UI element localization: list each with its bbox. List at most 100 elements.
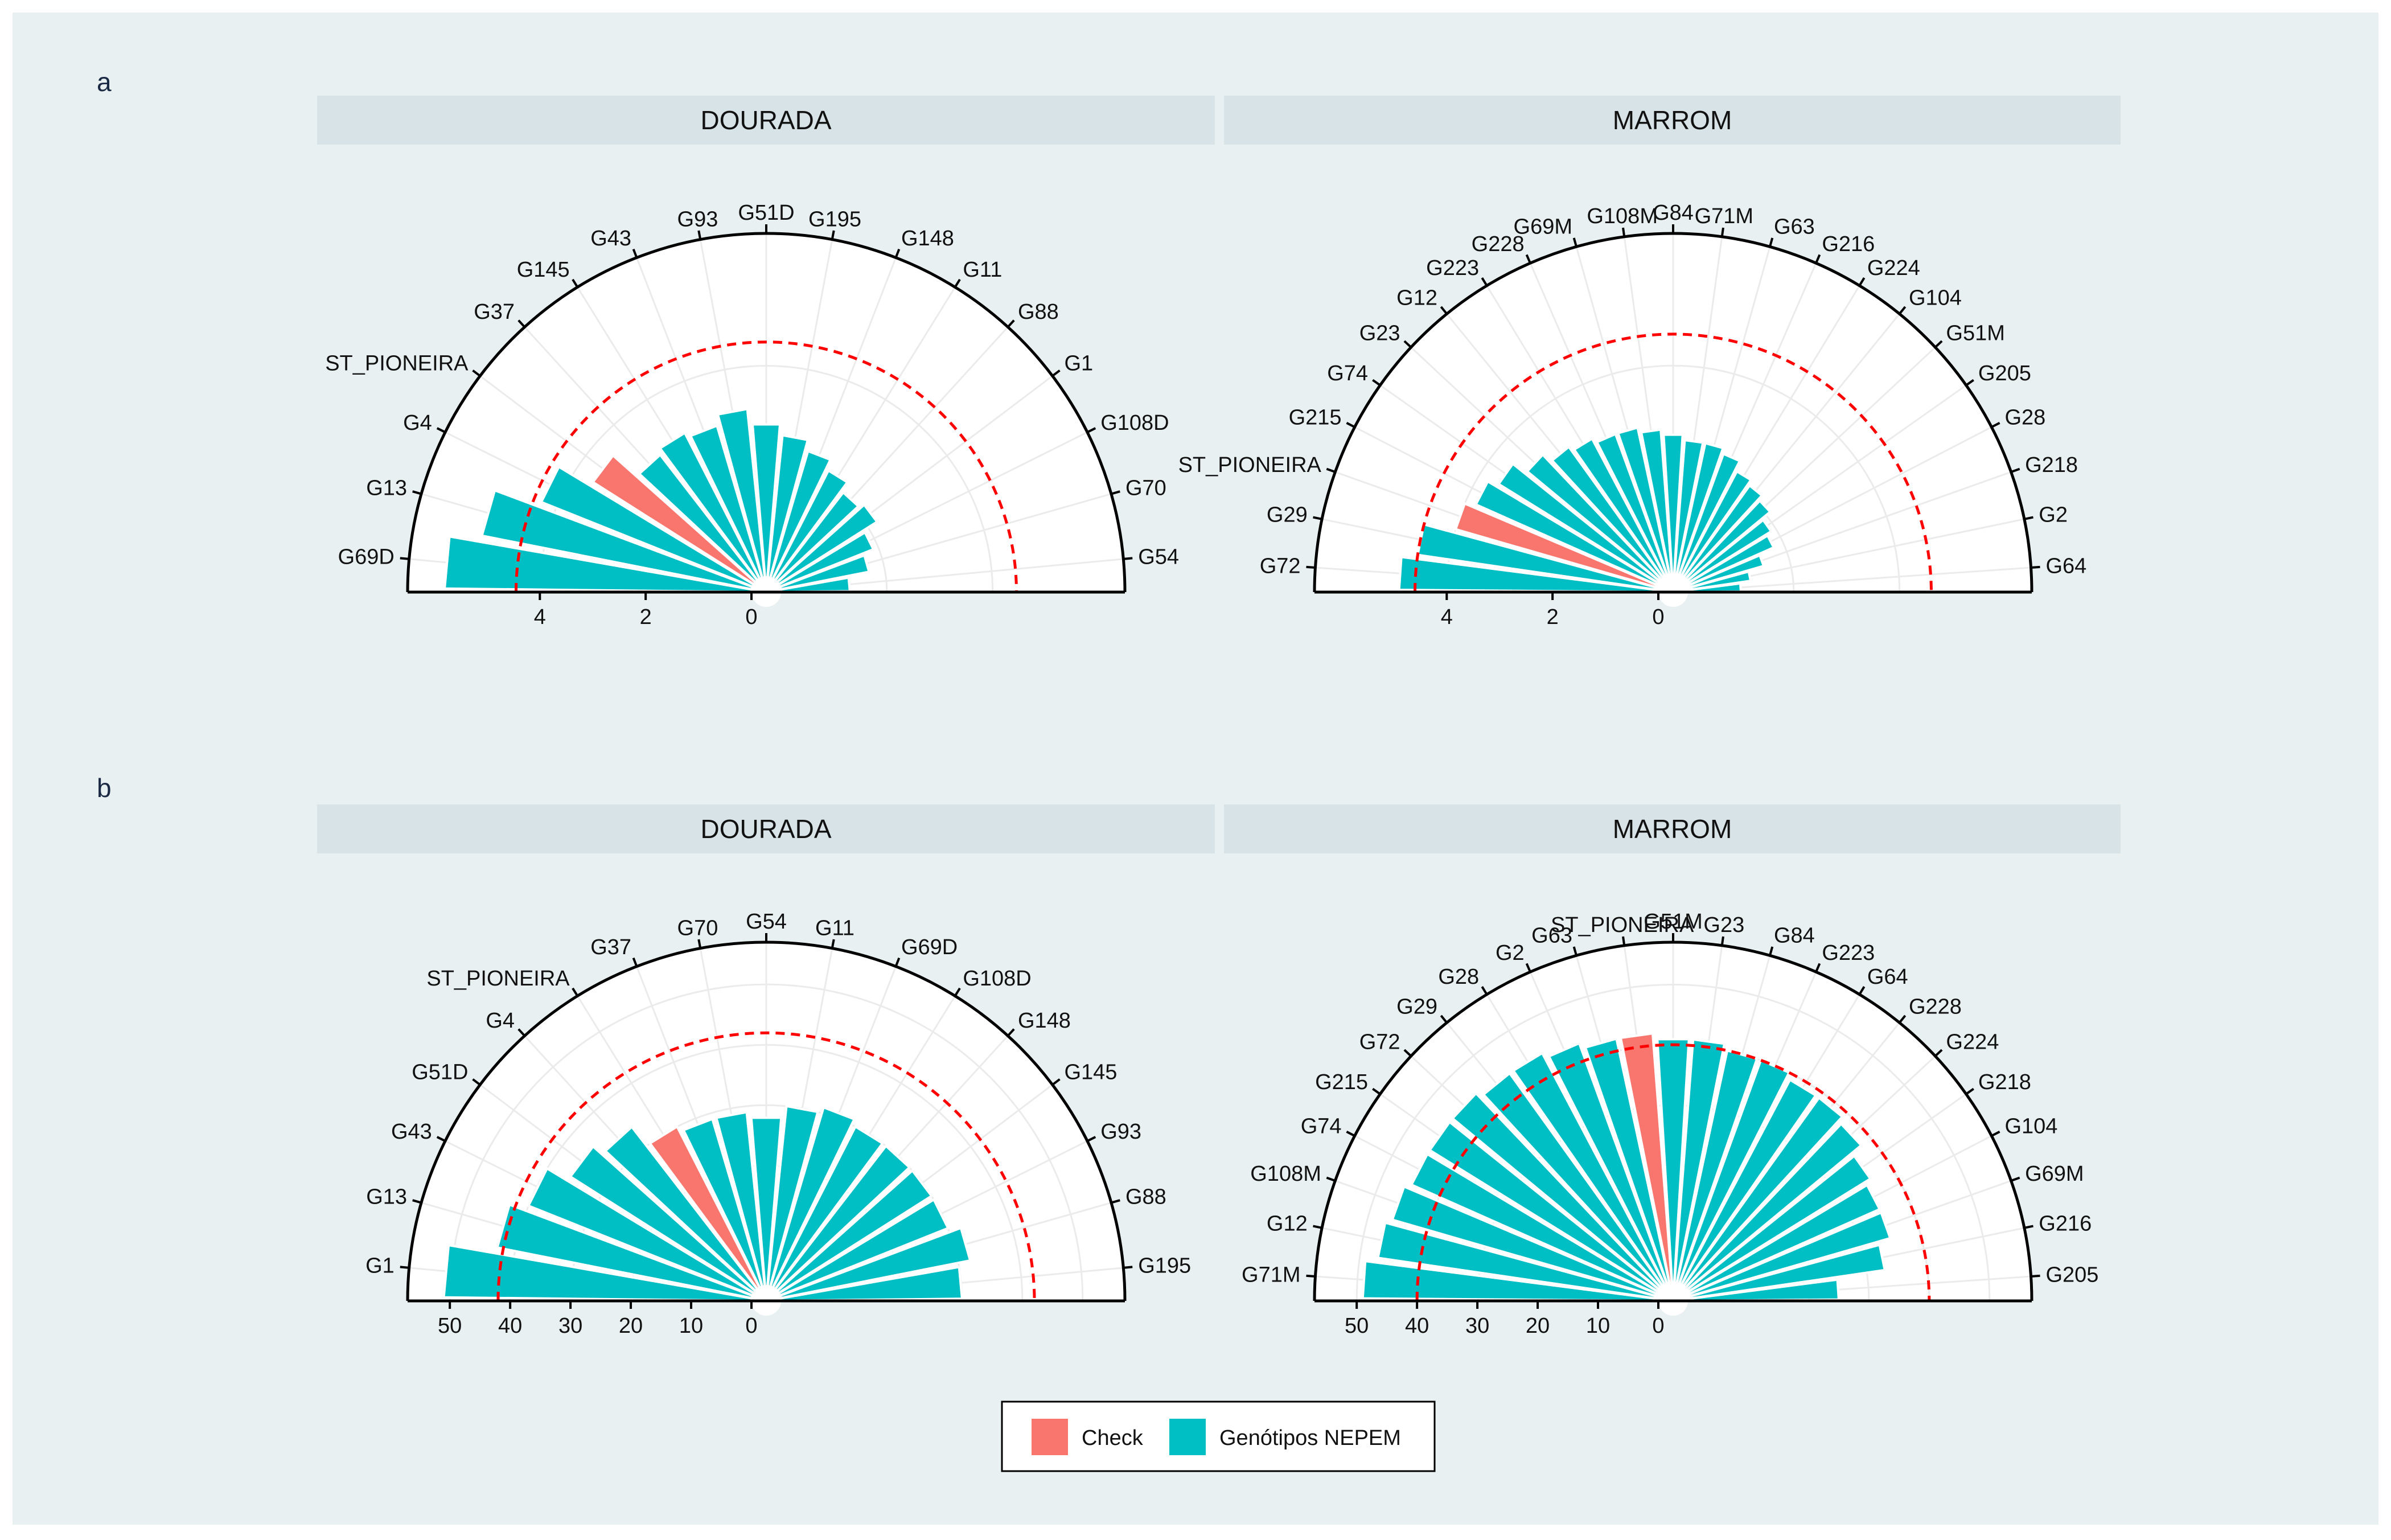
category-tick — [1858, 986, 1866, 995]
value-tick-label: 30 — [558, 1314, 582, 1338]
category-tick — [1346, 1131, 1355, 1137]
category-label: G69M — [2025, 1162, 2084, 1186]
category-tick — [436, 1136, 446, 1142]
category-tick — [1622, 936, 1626, 946]
category-label: G4 — [403, 411, 432, 435]
category-label: G51D — [738, 201, 794, 225]
category-label: G84 — [1653, 201, 1694, 225]
category-label: G11 — [963, 258, 1002, 282]
category-label: G4 — [486, 1009, 515, 1033]
category-tick — [1899, 306, 1907, 315]
legend: Check Genótipos NEPEM — [1001, 1401, 1436, 1472]
category-tick — [1372, 1087, 1381, 1095]
facet-label: DOURADA — [700, 105, 831, 135]
category-label: G223 — [1426, 256, 1479, 280]
category-label: G1 — [1064, 352, 1093, 376]
category-tick — [632, 957, 638, 967]
category-label: G88 — [1018, 300, 1059, 324]
category-label: G72 — [1260, 555, 1301, 578]
category-label: G84 — [1774, 924, 1815, 948]
category-label: G215 — [1315, 1070, 1368, 1094]
category-label: G148 — [901, 227, 954, 250]
category-label: G108D — [1100, 411, 1169, 435]
category-tick — [1934, 340, 1943, 348]
category-tick — [697, 939, 702, 949]
category-tick — [1934, 1049, 1943, 1057]
outer-arc — [406, 232, 1127, 593]
legend-key — [1169, 1419, 1206, 1455]
category-label: G224 — [1946, 1030, 1999, 1054]
category-tick — [1720, 936, 1724, 946]
category-label: G108M — [1250, 1162, 1321, 1186]
category-label: G29 — [1396, 995, 1437, 1019]
category-label: G29 — [1267, 503, 1308, 527]
category-label: G70 — [1125, 477, 1166, 500]
category-label: G63 — [1774, 215, 1815, 239]
category-tick — [1965, 1087, 1974, 1095]
category-tick — [1326, 1176, 1336, 1182]
category-label: G74 — [1301, 1115, 1342, 1139]
category-label: G28 — [2004, 406, 2045, 430]
category-tick — [412, 1199, 422, 1204]
category-tick — [1965, 379, 1974, 387]
value-tick-label: 40 — [1405, 1314, 1429, 1338]
outer-arc — [1313, 232, 2033, 593]
outer-arc — [406, 941, 1127, 1301]
category-tick — [1087, 427, 1096, 433]
category-label: G145 — [517, 258, 570, 282]
category-tick — [1346, 422, 1355, 428]
value-tick-label: 2 — [640, 605, 652, 629]
category-tick — [1403, 1049, 1412, 1057]
value-tick-label: 30 — [1465, 1314, 1489, 1338]
category-tick — [1769, 237, 1774, 247]
category-tick — [1815, 963, 1821, 972]
value-tick-label: 10 — [1586, 1314, 1610, 1338]
category-label: G51D — [412, 1061, 468, 1085]
category-tick — [472, 369, 481, 377]
category-tick — [1111, 490, 1120, 495]
category-label: G148 — [1018, 1009, 1071, 1033]
category-label: G228 — [1909, 995, 1962, 1019]
category-label: G216 — [1822, 232, 1875, 256]
category-label: G13 — [366, 477, 407, 500]
facet-strip — [317, 96, 1215, 145]
category-tick — [2024, 516, 2033, 520]
value-tick-label: 4 — [1441, 605, 1453, 629]
category-tick — [1313, 1225, 1322, 1229]
category-label: G195 — [808, 207, 861, 231]
value-tick-label: 50 — [1345, 1314, 1369, 1338]
category-tick — [1525, 963, 1531, 972]
value-tick-label: 10 — [679, 1314, 703, 1338]
category-label: G2 — [1496, 941, 1525, 965]
category-label: ST_PIONEIRA — [325, 352, 469, 376]
category-label: G215 — [1289, 406, 1342, 430]
facet-label: MARROM — [1613, 105, 1732, 135]
category-tick — [572, 278, 579, 288]
category-label: G69M — [1514, 215, 1572, 239]
category-label: G54 — [1138, 545, 1179, 569]
category-tick — [2031, 565, 2040, 569]
category-label: G224 — [1867, 256, 1920, 280]
reference-arc — [1415, 1043, 1931, 1301]
panel-2: MARROM G72 G29 ST_PIONEIRA G215 G74 G23 G12 G223… — [1178, 96, 2121, 629]
category-tick — [632, 248, 638, 258]
panel-3: b DOURADA G1 G13 G43 G51D G4 ST_PIONEIRA G37 G70 G… — [97, 773, 1215, 1338]
category-label: G13 — [366, 1185, 407, 1209]
grid-radial — [1687, 566, 2031, 592]
reference-arc — [496, 1032, 1036, 1301]
category-tick — [2010, 467, 2020, 473]
category-label: G43 — [391, 1120, 432, 1144]
value-tick-label: 0 — [1652, 1314, 1664, 1338]
category-label: G37 — [474, 300, 515, 324]
category-label: G1 — [365, 1254, 395, 1278]
category-label: G104 — [1909, 286, 1962, 310]
category-label: G63 — [1531, 924, 1572, 948]
category-label: G71M — [1242, 1263, 1300, 1287]
category-tick — [894, 957, 901, 967]
facet-label: MARROM — [1613, 814, 1732, 844]
outer-arc — [1313, 941, 2033, 1301]
facet-label: DOURADA — [700, 814, 831, 844]
